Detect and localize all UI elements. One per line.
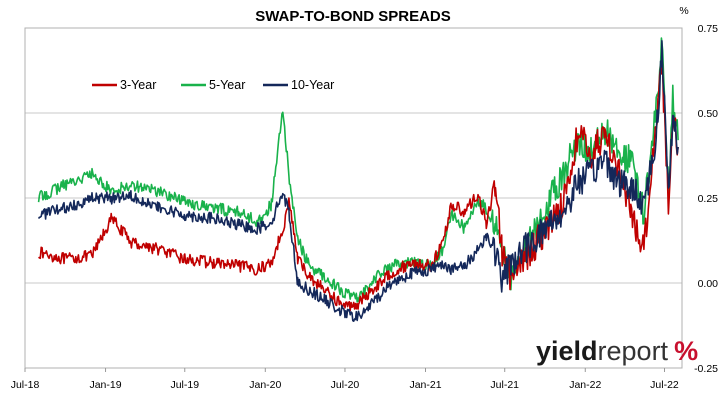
brand-percent: % [674, 336, 698, 366]
x-tick-label: Jan-19 [89, 379, 121, 391]
x-tick-label: Jul-20 [331, 379, 360, 391]
y-tick-label: 0.75 [698, 23, 719, 35]
y-tick-label: 0.00 [698, 278, 719, 290]
series-line-5-year [37, 37, 679, 303]
plot-area-border [24, 27, 683, 369]
yieldreport-logo: yieldreport% [536, 336, 698, 366]
brand-report: report [598, 336, 669, 366]
x-tick-label: Jul-19 [170, 379, 199, 391]
x-tick-label: Jan-21 [409, 379, 441, 391]
x-tick-label: Jul-21 [490, 379, 519, 391]
y-tick-label: -0.25 [694, 363, 718, 375]
x-tick-label: Jul-18 [11, 379, 40, 391]
series-line-3-year [38, 54, 679, 312]
chart-title: SWAP-TO-BOND SPREADS [255, 8, 451, 25]
svg-text:yieldreport%: yieldreport% [536, 336, 698, 366]
x-axis-ticks: Jul-18 Jan-19 Jul-19 Jan-20 Jul-20 Jan-21 Jul-… [11, 368, 679, 391]
series-lines [37, 37, 679, 322]
brand-yield: yield [536, 336, 598, 366]
x-tick-label: Jul-22 [650, 379, 679, 391]
x-tick-label: Jan-22 [569, 379, 601, 391]
legend: 3-Year 5-Year 10-Year [92, 78, 334, 92]
y-tick-label: 0.50 [698, 108, 719, 120]
y-tick-label: 0.25 [698, 193, 719, 205]
x-tick-label: Jan-20 [249, 379, 281, 391]
y-axis-ticks: 0.75 0.50 0.25 0.00 -0.25 [694, 23, 718, 375]
y-axis-unit: % [679, 5, 688, 17]
legend-label: 10-Year [291, 78, 334, 92]
legend-label: 3-Year [120, 78, 156, 92]
series-line-10-year [37, 40, 679, 322]
legend-label: 5-Year [209, 78, 245, 92]
